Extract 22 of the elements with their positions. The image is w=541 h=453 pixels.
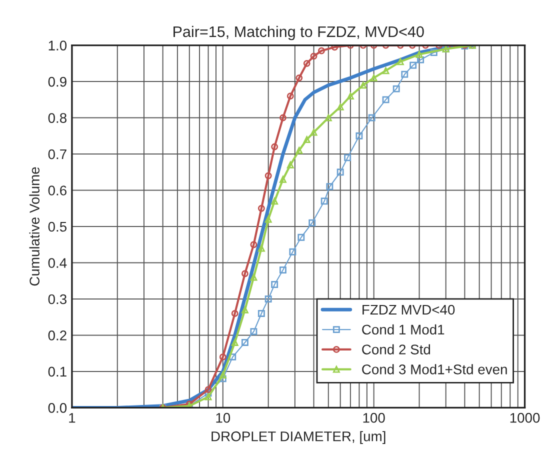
legend-label: Cond 3 Mod1+Std even: [362, 364, 507, 374]
x-tick-label: 10: [216, 412, 230, 423]
y-tick-label: 0.4: [48, 258, 67, 268]
y-tick-label: 1.0: [48, 40, 67, 50]
x-axis-title: DROPLET DIAMETER, [um]: [212, 431, 386, 444]
legend-label: Cond 1 Mod1: [362, 324, 444, 335]
y-tick-label: 0.9: [48, 76, 66, 87]
y-tick-label: 0.1: [48, 366, 66, 377]
legend-label: Cond 2 Std: [362, 344, 430, 354]
y-tick-label: 0.8: [48, 113, 66, 123]
x-tick-label: 1000: [510, 412, 540, 423]
y-tick-label: 0.6: [48, 186, 66, 196]
legend-label: FZDZ MVD<40: [362, 304, 455, 315]
y-tick-label: 0.2: [48, 330, 66, 340]
y-tick-label: 0.3: [48, 294, 66, 304]
y-tick-label: 0.5: [48, 222, 67, 232]
y-tick-label: 0.0: [48, 403, 67, 413]
x-tick-label: 1: [69, 413, 76, 423]
chart-title: Pair=15, Matching to FZDZ, MVD<40: [174, 26, 424, 40]
x-tick-label: 100: [363, 412, 385, 423]
y-axis-title: Cumulative Volume: [29, 167, 40, 286]
y-tick-label: 0.7: [48, 149, 66, 160]
